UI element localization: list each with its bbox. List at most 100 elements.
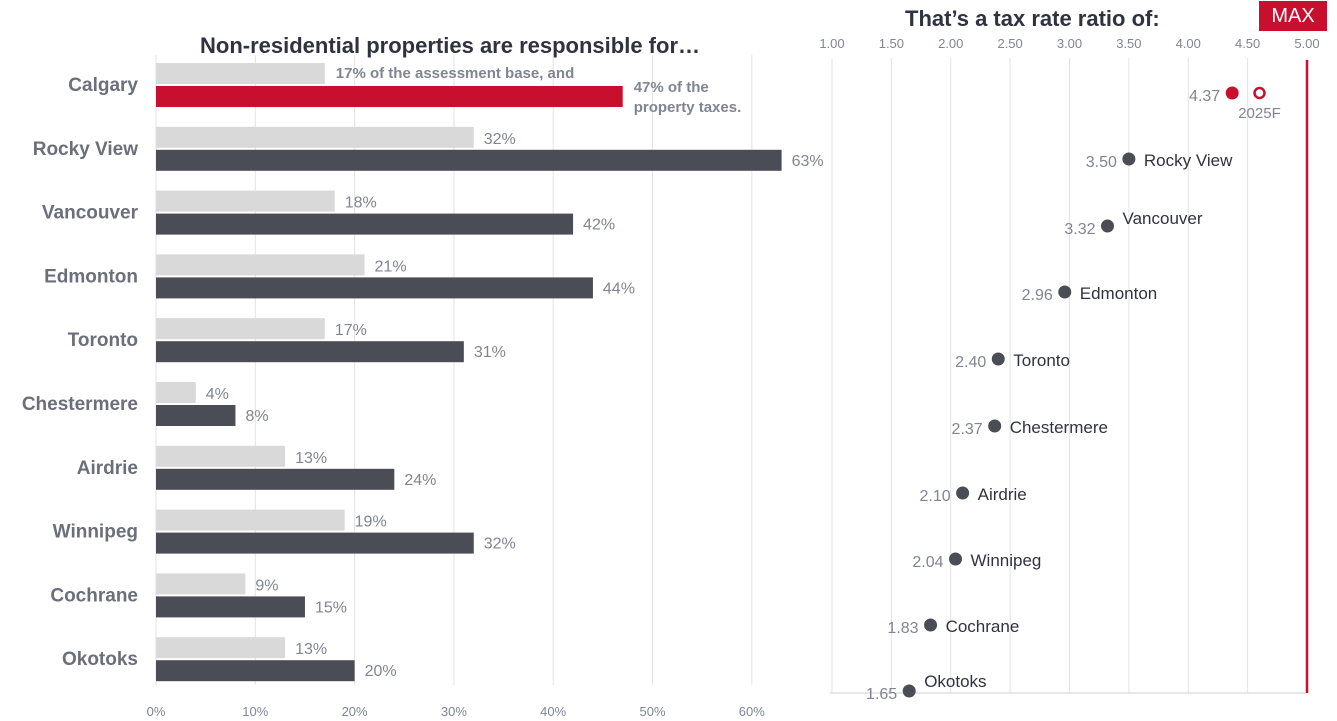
tax-share-label: 24%: [404, 472, 436, 489]
left-chart-title: Non-residential properties are responsib…: [200, 33, 701, 58]
ratio-point: [1122, 152, 1136, 166]
assessment-share-label: 19%: [355, 514, 387, 531]
tax-share-label: 47% of the property taxes.: [634, 79, 742, 116]
bar-x-tick-label: 0%: [147, 704, 166, 719]
ratio-point: [956, 486, 970, 500]
category-label: Vancouver: [42, 203, 139, 224]
ratio-value-label: 2.04: [912, 554, 943, 571]
tax-share-bar: [156, 596, 305, 618]
category-label: Winnipeg: [53, 522, 138, 543]
ratio-value-label: 4.37: [1189, 88, 1220, 105]
ratio-point-name: Edmonton: [1080, 284, 1158, 303]
tax-share-bar: [156, 277, 593, 299]
ratio-value-label: 2.10: [919, 488, 950, 505]
ratio-value-label: 2.37: [952, 421, 983, 438]
category-label: Chestermere: [22, 394, 138, 415]
tax-share-label: 8%: [245, 408, 268, 425]
assessment-share-bar: [156, 445, 286, 467]
ratio-point-name: Toronto: [1013, 351, 1070, 370]
bar-x-tick-label: 40%: [540, 704, 566, 719]
assessment-share-label: 4%: [206, 386, 229, 403]
ratio-x-tick-label: 3.50: [1116, 36, 1141, 51]
ratio-point: [991, 352, 1005, 366]
ratio-point-name: Vancouver: [1123, 209, 1203, 228]
ratio-x-tick-label: 2.50: [997, 36, 1022, 51]
bar-x-tick-label: 30%: [441, 704, 467, 719]
tax-share-label: 32%: [484, 536, 516, 553]
assessment-share-bar: [156, 509, 345, 531]
ratio-point-name: Rocky View: [1144, 151, 1233, 170]
ratio-point-name: Okotoks: [924, 672, 986, 691]
tax-share-bar: [156, 86, 623, 107]
bar-x-tick-label: 60%: [739, 704, 765, 719]
ratio-point: [902, 684, 916, 698]
ratio-value-label: 1.83: [887, 620, 918, 637]
tax-share-bar: [156, 468, 395, 490]
tax-share-bar: [156, 149, 782, 171]
ratio-value-label: 1.65: [866, 686, 897, 703]
bar-x-tick-label: 50%: [639, 704, 665, 719]
ratio-x-tick-label: 4.50: [1235, 36, 1260, 51]
category-label: Calgary: [68, 75, 138, 96]
ratio-value-label: 2.40: [955, 354, 986, 371]
category-label: Okotoks: [62, 649, 138, 670]
tax-share-bar: [156, 532, 474, 554]
tax-share-bar: [156, 213, 574, 235]
assessment-share-bar: [156, 573, 246, 595]
ratio-point: [949, 552, 962, 566]
ratio-x-tick-label: 3.00: [1057, 36, 1082, 51]
assessment-share-bar: [156, 63, 325, 84]
ratio-point: [1225, 86, 1239, 100]
assessment-share-label: 21%: [375, 258, 407, 275]
ratio-x-tick-label: 4.00: [1176, 36, 1201, 51]
tax-share-label: 63%: [792, 153, 824, 170]
assessment-share-label: 18%: [345, 195, 377, 212]
category-label: Airdrie: [77, 458, 138, 479]
ratio-x-tick-label: 1.50: [879, 36, 904, 51]
ratio-point-name: Chestermere: [1010, 418, 1108, 437]
assessment-share-label: 13%: [295, 641, 327, 658]
assessment-share-label: 9%: [255, 577, 278, 594]
ratio-x-tick-label: 2.00: [938, 36, 963, 51]
category-label: Toronto: [68, 330, 138, 351]
assessment-share-label: 17% of the assessment base, and: [336, 65, 574, 82]
assessment-share-bar: [156, 190, 335, 212]
ratio-point: [988, 419, 1002, 433]
assessment-share-bar: [156, 318, 325, 340]
assessment-share-bar: [156, 637, 286, 659]
tax-share-label: 44%: [603, 280, 635, 297]
max-badge: MAX: [1259, 1, 1327, 31]
category-label: Rocky View: [33, 139, 138, 160]
tax-share-bar: [156, 660, 355, 682]
ratio-point: [924, 618, 938, 632]
assessment-share-label: 17%: [335, 322, 367, 339]
tax-share-bar: [156, 405, 236, 426]
ratio-value-label: 3.32: [1064, 221, 1095, 238]
assessment-share-label: 13%: [295, 450, 327, 467]
tax-share-label: 42%: [583, 217, 615, 234]
ratio-value-label: 2.96: [1022, 287, 1053, 304]
bar-x-tick-label: 10%: [242, 704, 268, 719]
forecast-label: 2025F: [1238, 105, 1281, 122]
assessment-share-label: 32%: [484, 131, 516, 148]
ratio-point-name: Cochrane: [946, 617, 1020, 636]
ratio-value-label: 3.50: [1086, 154, 1117, 171]
ratio-x-tick-label: 5.00: [1294, 36, 1319, 51]
ratio-point: [1058, 285, 1072, 299]
assessment-share-bar: [156, 382, 196, 403]
tax-share-label: 15%: [315, 599, 347, 616]
assessment-share-bar: [156, 254, 365, 276]
assessment-share-bar: [156, 126, 474, 148]
ratio-point-name: Winnipeg: [971, 551, 1042, 570]
tax-share-label: 20%: [365, 663, 397, 680]
bar-x-tick-label: 20%: [342, 704, 368, 719]
forecast-point: [1253, 86, 1266, 100]
ratio-point-name: Airdrie: [978, 485, 1027, 504]
category-label: Cochrane: [50, 585, 138, 606]
ratio-point: [1101, 219, 1114, 233]
right-chart-title: That’s a tax rate ratio of:: [905, 6, 1160, 31]
ratio-x-tick-label: 1.00: [819, 36, 844, 51]
tax-share-bar: [156, 341, 464, 363]
